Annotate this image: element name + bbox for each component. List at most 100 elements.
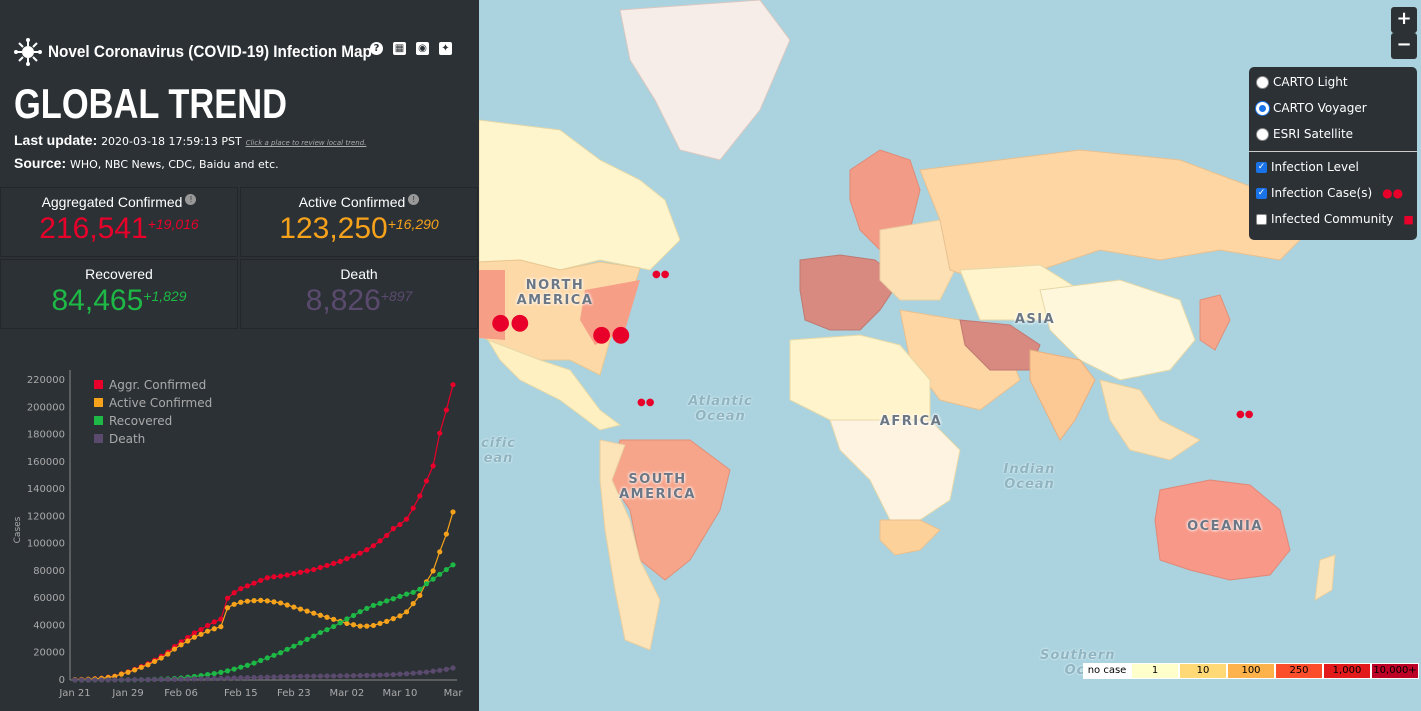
data-point [437,430,443,436]
data-point [350,553,357,559]
x-tick-label: Jan 21 [58,688,90,699]
data-point [264,598,270,604]
x-tick-label: Jan 29 [111,688,143,699]
trend-chart[interactable]: 0 20000 40000 60000 80000 100000 120000 140000 1… [0,330,479,711]
x-tick-label: Mar [444,688,464,699]
data-point [238,586,244,592]
case-marker-canada[interactable]: ●● [652,269,670,280]
info-icon[interactable]: ! [185,194,197,205]
checkbox-infection-cases[interactable]: ✓ [1256,187,1267,199]
data-point [271,652,277,658]
chart-legend-label: Recovered [109,414,172,428]
series-line [74,511,454,681]
data-point [324,673,330,679]
data-point [357,550,363,556]
data-point [450,562,456,568]
australia [1154,479,1291,581]
chart-legend-label: Aggr. Confirmed [109,378,206,392]
data-point [417,493,423,499]
data-point [430,463,436,469]
data-point [205,676,211,682]
y-tick-label: 120000 [27,511,65,522]
legend-item: 10 [1179,663,1227,679]
data-point [337,673,343,679]
data-point [410,505,416,511]
help-icon[interactable]: ? [370,42,383,55]
greenland [619,0,791,161]
x-tick-label: Mar 02 [330,688,365,699]
stat-value: 8,826 [305,284,381,317]
checkbox-infected-community[interactable] [1256,213,1267,225]
basemap-label: ESRI Satellite [1273,127,1354,141]
data-point [423,669,430,675]
overlay-infected-community[interactable]: Infected Community ■ [1256,212,1414,226]
data-point [178,676,184,682]
data-point [317,673,323,679]
case-marker-us-east[interactable]: ●● [592,322,631,347]
data-point [158,655,164,661]
label-southern-ocean: Southern Oc [1040,648,1116,678]
legend-item: 250 [1275,663,1323,679]
checkbox-infection-level[interactable]: ✓ [1256,161,1267,173]
data-point [311,610,317,616]
data-point [185,676,191,682]
data-point [244,662,251,668]
data-point [218,669,224,675]
radio-carto-light[interactable] [1256,75,1269,89]
brazil [609,439,731,581]
info-icon[interactable]: ! [408,194,420,205]
data-point [350,673,357,679]
y-tick-label: 80000 [33,566,65,577]
overlay-infection-cases[interactable]: ✓ Infection Case(s) ●● [1256,186,1403,200]
keyboard-icon[interactable]: ▦ [393,42,406,55]
data-point [344,616,350,622]
data-point [437,667,443,673]
case-marker-pacific[interactable]: ●● [1236,409,1254,420]
data-point [403,609,410,615]
data-point [364,672,370,678]
radio-esri-satellite[interactable] [1256,127,1269,141]
data-point [171,676,178,682]
data-point [198,676,204,682]
data-point [264,575,270,581]
radio-carto-voyager[interactable] [1256,101,1269,115]
southeast-asia [1099,379,1201,461]
label-oceania: OCEANIA [1187,519,1263,534]
overlay-infection-level[interactable]: ✓ Infection Level [1256,160,1359,174]
canada [478,119,681,271]
side-panel: Novel Coronavirus (COVID-19) Infection M… [0,0,479,711]
data-point [297,569,304,575]
data-point [370,602,377,609]
data-point [178,642,184,648]
chart-legend-label: Death [109,432,145,446]
data-point [324,627,330,633]
stat-death: Death 8,826+897 [240,259,478,329]
data-point [258,674,264,680]
basemap-carto-voyager[interactable]: CARTO Voyager [1256,101,1367,115]
series-line [75,564,454,681]
data-point [397,671,403,677]
zoom-out-button[interactable]: − [1391,33,1417,59]
zoom-in-button[interactable]: + [1391,7,1417,33]
case-marker-caribbean[interactable]: ●● [637,397,655,408]
data-point [264,674,270,680]
data-point [238,664,244,670]
label-atlantic-ocean: Atlantic Ocean [688,394,753,424]
twitter-icon[interactable]: ✦ [439,42,452,55]
case-marker-us-west[interactable]: ●● [491,310,530,335]
label-north-america: NORTH AMERICA [516,278,594,308]
data-point [410,601,416,607]
github-icon[interactable]: ◉ [416,42,429,55]
data-point [92,677,98,683]
data-point [211,619,217,625]
data-point [370,672,377,678]
data-point [390,596,396,602]
data-point [450,665,456,671]
china [1039,279,1196,381]
data-point [397,593,403,600]
basemap-esri-satellite[interactable]: ESRI Satellite [1256,127,1353,141]
basemap-carto-light[interactable]: CARTO Light [1256,75,1348,89]
layer-control: CARTO Light CARTO Voyager ESRI Satellite… [1249,67,1417,240]
stat-label: Recovered [85,266,153,282]
